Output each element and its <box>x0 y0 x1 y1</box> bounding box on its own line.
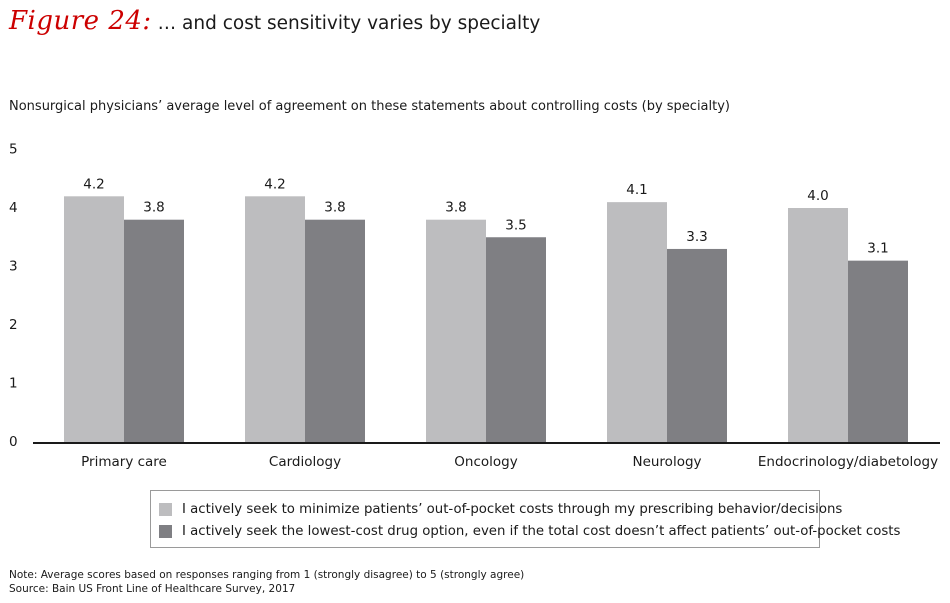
bar-1 <box>788 208 848 442</box>
category-label: Oncology <box>454 454 517 470</box>
bar-2 <box>124 219 184 442</box>
data-label: 3.3 <box>686 229 707 245</box>
figure-title: Figure 24:… and cost sensitivity varies … <box>9 6 540 36</box>
bar-chart: 0 1 2 3 4 5 4.2 3.8 4.2 3.8 3.8 3.5 4.1 3.3 4.0 3.1 Pr… <box>9 142 940 470</box>
category-label: Endocrinology/diabetology <box>758 454 938 470</box>
data-label: 3.5 <box>505 217 526 233</box>
y-tick-label: 0 <box>9 434 18 450</box>
figure-label: Figure 24: <box>9 6 152 36</box>
bar-2 <box>848 260 908 442</box>
bar-1 <box>607 202 667 442</box>
y-tick-label: 2 <box>9 317 18 333</box>
figure-heading: … and cost sensitivity varies by special… <box>157 13 541 34</box>
y-tick-label: 4 <box>9 200 18 216</box>
y-tick-label: 3 <box>9 259 18 275</box>
data-label: 4.1 <box>626 182 647 198</box>
bar-2 <box>305 219 365 442</box>
bar-1 <box>245 196 305 442</box>
legend-swatch-1 <box>159 502 172 516</box>
footnotes: Note: Average scores based on responses … <box>9 568 524 596</box>
bar-2 <box>667 248 727 442</box>
bar-1 <box>64 196 124 442</box>
legend-label-2: I actively seek the lowest-cost drug opt… <box>182 523 901 539</box>
data-label: 4.2 <box>83 176 104 192</box>
bar-2 <box>486 237 546 442</box>
data-label: 4.2 <box>264 176 285 192</box>
legend-label-1: I actively seek to minimize patients’ ou… <box>182 501 843 517</box>
legend-item-2: I actively seek the lowest-cost drug opt… <box>159 520 900 542</box>
data-label: 3.8 <box>324 200 345 216</box>
data-label: 3.8 <box>445 200 466 216</box>
y-tick-label: 5 <box>9 142 18 158</box>
data-label: 4.0 <box>807 188 828 204</box>
category-label: Neurology <box>632 454 701 470</box>
bar-1 <box>426 219 486 442</box>
data-label: 3.8 <box>143 200 164 216</box>
y-tick-label: 1 <box>9 376 18 392</box>
value-labels: 4.2 3.8 4.2 3.8 3.8 3.5 4.1 3.3 4.0 3.1 <box>83 176 888 256</box>
y-axis: 0 1 2 3 4 5 <box>9 142 18 451</box>
category-label: Cardiology <box>269 454 341 470</box>
data-label: 3.1 <box>867 241 888 257</box>
legend-swatch-2 <box>159 524 172 538</box>
category-label: Primary care <box>81 454 167 470</box>
bars <box>64 196 908 442</box>
legend-item-1: I actively seek to minimize patients’ ou… <box>159 498 842 520</box>
chart-subtitle: Nonsurgical physicians’ average level of… <box>9 99 730 114</box>
legend: I actively seek to minimize patients’ ou… <box>150 490 900 548</box>
source-text: Source: Bain US Front Line of Healthcare… <box>9 583 296 595</box>
x-axis: Primary care Cardiology Oncology Neurology E… <box>81 454 938 470</box>
note-text: Note: Average scores based on responses … <box>9 569 525 581</box>
